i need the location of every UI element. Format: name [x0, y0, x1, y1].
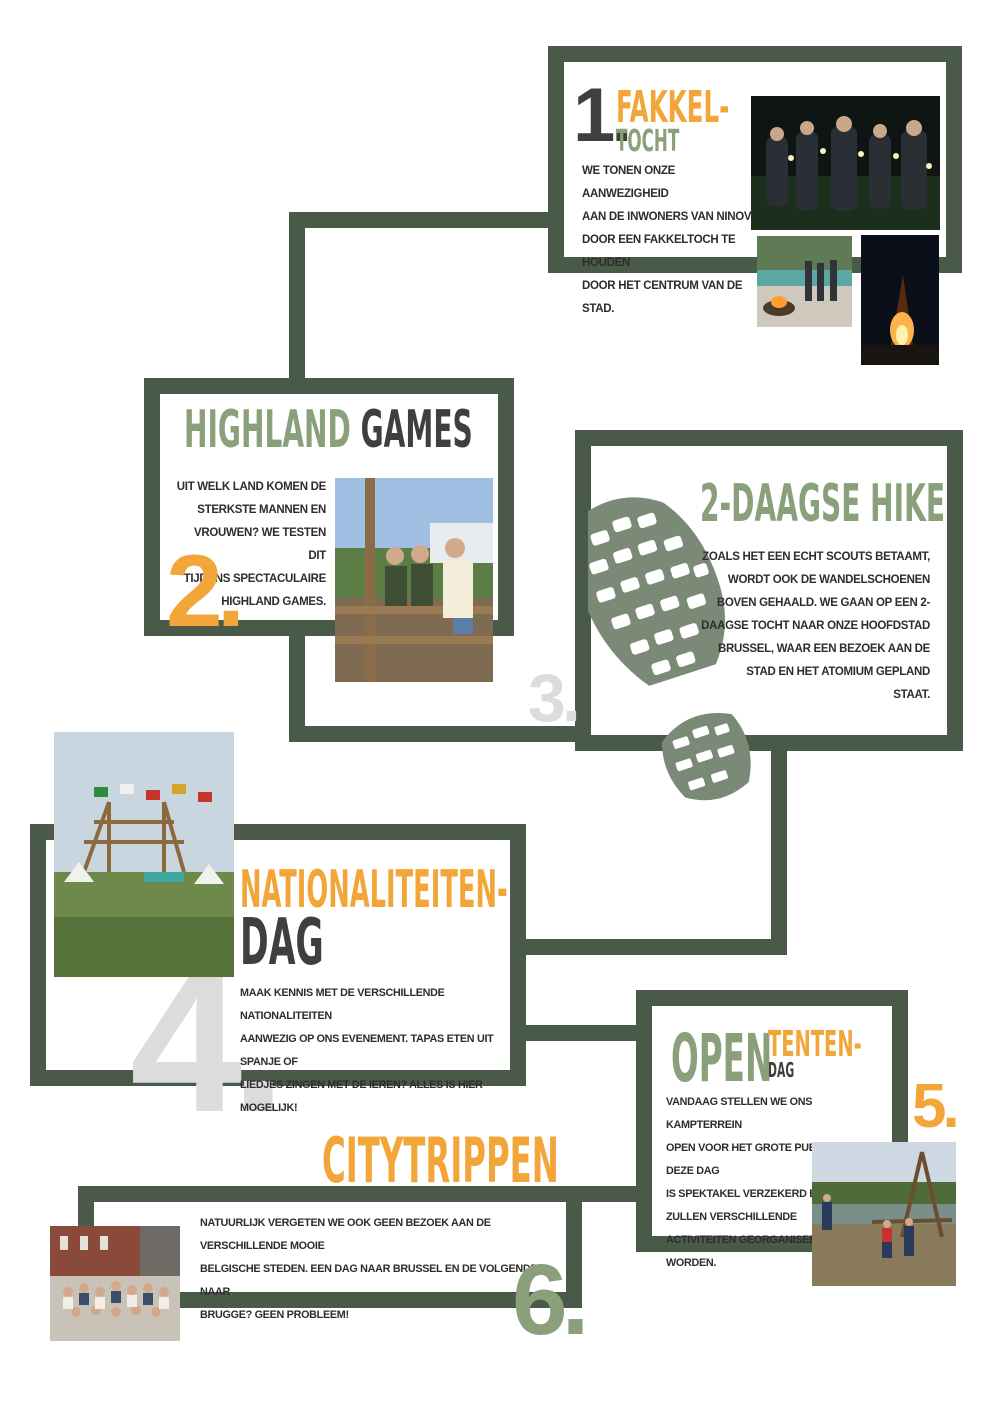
citytrip-group-photo [50, 1226, 180, 1341]
section-5-title-part2: TENTEN- [768, 1024, 862, 1065]
section-3-text-line: STAD EN HET ATOMIUM GEPLAND [746, 666, 930, 678]
open-tentendag-photo [812, 1142, 956, 1286]
section-1-text-line: DOOR HET CENTRUM VAN DE STAD. [582, 280, 743, 315]
section-5-text-line: ZULLEN VERSCHILLENDE [666, 1211, 797, 1223]
connector-1-2-vertical [289, 212, 305, 392]
section-3-text-line: BOVEN GEHAALD. WE GAAN OP EEN 2- [716, 597, 930, 609]
section-3-text-line: WORDT OOK DE WANDELSCHOENEN [727, 574, 930, 586]
section-5-text-line: ACTIVITEITEN GEORGANISEERD [666, 1234, 831, 1246]
section-1-text: WE TONEN ONZE AANWEZIGHEID AAN DE INWONE… [582, 160, 762, 321]
section-3-title: 2-DAAGSE HIKE [700, 474, 946, 534]
section-3-text: ZOALS HET EEN ECHT SCOUTS BETAAMT, WORDT… [700, 546, 930, 707]
section-6-text-line: BELGISCHE STEDEN. EEN DAG NAAR BRUSSEL E… [200, 1263, 538, 1298]
section-5-text: VANDAAG STELLEN WE ONS KAMPTERREIN OPEN … [666, 1091, 886, 1275]
section-4-text-line: LIEDJES ZINGEN MET DE IEREN? ALLES IS HI… [240, 1079, 483, 1114]
section-5-text-line: WORDEN. [666, 1257, 717, 1269]
section-5-text-line: OPEN VOOR HET GROTE PUBLIEK. OP DEZE DAG [666, 1142, 860, 1177]
flag-tower-photo [54, 732, 234, 977]
section-1-title-line1: FAKKEL- [616, 82, 730, 133]
connector-2-3-horizontal [289, 726, 589, 742]
section-5-frame [636, 990, 908, 1252]
connector-2-3-vertical [289, 620, 305, 742]
section-6-text-line: NATUURLIJK VERGETEN WE OOK GEEN BEZOEK A… [200, 1217, 491, 1252]
section-2-text-line: STERKSTE MANNEN EN [197, 504, 326, 516]
section-4-text-line: MAAK KENNIS MET DE VERSCHILLENDE NATIONA… [240, 987, 445, 1022]
section-5-text-line: VANDAAG STELLEN WE ONS KAMPTERREIN [666, 1096, 813, 1131]
section-2-text-line: VROUWEN? WE TESTEN DIT [194, 527, 326, 562]
section-5-title-part1: OPEN [671, 1020, 773, 1097]
section-1-title-line2: TOCHT [616, 124, 680, 159]
section-2-title-part1: HIGHLAND [184, 400, 351, 460]
section-2-title: HIGHLAND GAMES [184, 400, 473, 460]
connector-3-4-horizontal [510, 939, 787, 955]
campfire-beach-photo [757, 236, 852, 327]
connector-1-2-horizontal [289, 212, 564, 228]
section-2-text-line: HIGHLAND GAMES. [221, 596, 326, 608]
campfire-night-photo [861, 235, 939, 365]
section-5-title-part3: DAG [768, 1058, 795, 1082]
section-1-text-line: AAN DE INWONERS VAN NINOVE [582, 211, 759, 223]
highland-games-photo [335, 478, 493, 682]
section-6-number: 6. [512, 1244, 589, 1356]
section-5-number: 5. [912, 1072, 960, 1141]
section-2-text: UIT WELK LAND KOMEN DE STERKSTE MANNEN E… [176, 476, 327, 614]
section-1-text-line: WE TONEN ONZE AANWEZIGHEID [582, 165, 676, 200]
section-1-number: 1. [573, 73, 632, 158]
section-3-text-line: DAAGSE TOCHT NAAR ONZE HOOFDSTAD [701, 620, 930, 632]
section-1-text-line: DOOR EEN FAKKELTOCH TE HOUDEN [582, 234, 736, 269]
section-6-text-line: BRUGGE? GEEN PROBLEEM! [200, 1309, 349, 1321]
section-6-text: NATUURLIJK VERGETEN WE OOK GEEN BEZOEK A… [200, 1212, 560, 1327]
section-2-number: 2. [166, 534, 245, 648]
connector-3-4-vertical [771, 740, 787, 954]
section-3-frame [575, 430, 963, 751]
connector-5-6-horizontal [566, 1186, 650, 1202]
connector-4-5-horizontal [510, 1025, 650, 1041]
section-2-title-part2: GAMES [360, 400, 473, 460]
section-4-text: MAAK KENNIS MET DE VERSCHILLENDE NATIONA… [240, 982, 510, 1120]
section-5-text-line: IS SPEKTAKEL VERZEKERD EN [666, 1188, 824, 1200]
section-6-title: CITYTRIPPEN [322, 1124, 559, 1197]
section-3-text-line: STAAT. [893, 689, 930, 701]
torch-night-photo [751, 96, 940, 230]
section-4-text-line: AANWEZIG OP ONS EVENEMENT. TAPAS ETEN UI… [240, 1033, 494, 1068]
section-2-text-line: TIJDENS SPECTACULAIRE [183, 573, 327, 585]
boot-print-icon [572, 485, 770, 823]
section-3-number: 3. [528, 660, 581, 736]
section-2-text-line: UIT WELK LAND KOMEN DE [176, 481, 327, 493]
section-3-text-line: BRUSSEL, WAAR EEN BEZOEK AAN DE [718, 643, 930, 655]
section-4-title-line1: NATIONALITEITEN- [240, 860, 508, 920]
section-4-title-line2: DAG [240, 906, 324, 980]
section-3-text-line: ZOALS HET EEN ECHT SCOUTS BETAAMT, [702, 551, 930, 563]
